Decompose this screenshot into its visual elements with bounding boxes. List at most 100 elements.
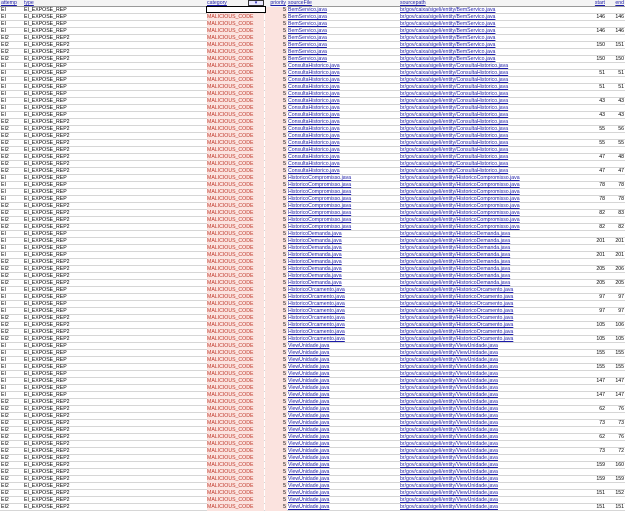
sourcefile-link[interactable]: ViewUnidade.java (288, 378, 330, 384)
category-filter-input[interactable] (206, 6, 266, 13)
column-header-end[interactable]: end (615, 0, 624, 6)
sourcepath-link[interactable]: br/gov/caixa/sigeli/entity/HistoricoOrca… (400, 315, 514, 321)
sourcefile-link[interactable]: ConsultaHistorico.java (288, 147, 340, 153)
sourcefile-link[interactable]: ViewUnidade.java (288, 490, 330, 496)
sourcepath-link[interactable]: br/gov/caixa/sigeli/entity/HistoricoOrca… (400, 294, 514, 300)
sourcefile-link[interactable]: ViewUnidade.java (288, 371, 330, 377)
sourcepath-link[interactable]: br/gov/caixa/sigeli/entity/ViewUnidade.j… (400, 476, 498, 482)
sourcepath-link[interactable]: br/gov/caixa/sigeli/entity/HistoricoComp… (400, 175, 520, 181)
sourcefile-link[interactable]: HistoricoOrcamento.java (288, 287, 345, 293)
sourcefile-link[interactable]: HistoricoOrcamento.java (288, 294, 345, 300)
sourcepath-link[interactable]: br/gov/caixa/sigeli/entity/ConsultaHisto… (400, 140, 509, 146)
sourcefile-link[interactable]: ViewUnidade.java (288, 343, 330, 349)
sourcepath-link[interactable]: br/gov/caixa/sigeli/entity/ViewUnidade.j… (400, 385, 498, 391)
sourcefile-link[interactable]: ViewUnidade.java (288, 483, 330, 489)
sourcepath-link[interactable]: br/gov/caixa/sigeli/entity/ViewUnidade.j… (400, 455, 498, 461)
sourcepath-link[interactable]: br/gov/caixa/sigeli/entity/HistoricoDema… (400, 238, 511, 244)
sourcefile-link[interactable]: ViewUnidade.java (288, 441, 330, 447)
sourcepath-link[interactable]: br/gov/caixa/sigeli/entity/ViewUnidade.j… (400, 497, 498, 503)
sourcefile-link[interactable]: BemServico.java (288, 21, 327, 27)
sourcepath-link[interactable]: br/gov/caixa/sigeli/entity/HistoricoComp… (400, 189, 520, 195)
sourcefile-link[interactable]: ViewUnidade.java (288, 504, 330, 510)
sourcepath-link[interactable]: br/gov/caixa/sigeli/entity/BemServico.ja… (400, 42, 496, 48)
sourcefile-link[interactable]: ViewUnidade.java (288, 399, 330, 405)
column-header-type[interactable]: type (24, 0, 34, 6)
sourcefile-link[interactable]: ViewUnidade.java (288, 476, 330, 482)
sourcepath-link[interactable]: br/gov/caixa/sigeli/entity/ViewUnidade.j… (400, 462, 498, 468)
sourcepath-link[interactable]: br/gov/caixa/sigeli/entity/HistoricoOrca… (400, 287, 514, 293)
sourcepath-link[interactable]: br/gov/caixa/sigeli/entity/HistoricoOrca… (400, 308, 514, 314)
sourcepath-link[interactable]: br/gov/caixa/sigeli/entity/HistoricoDema… (400, 280, 511, 286)
sourcepath-link[interactable]: br/gov/caixa/sigeli/entity/HistoricoDema… (400, 231, 511, 237)
column-header-priority[interactable]: priority (265, 0, 287, 7)
sourcepath-link[interactable]: br/gov/caixa/sigeli/entity/HistoricoOrca… (400, 329, 514, 335)
sourcepath-link[interactable]: br/gov/caixa/sigeli/entity/HistoricoOrca… (400, 336, 514, 342)
sourcefile-link[interactable]: ConsultaHistorico.java (288, 91, 340, 97)
sourcefile-link[interactable]: HistoricoCompromisso.java (288, 196, 352, 202)
sourcepath-link[interactable]: br/gov/caixa/sigeli/entity/BemServico.ja… (400, 7, 496, 13)
sourcepath-link[interactable]: br/gov/caixa/sigeli/entity/ConsultaHisto… (400, 133, 509, 139)
sourcefile-link[interactable]: ViewUnidade.java (288, 455, 330, 461)
column-header-category[interactable]: category (207, 0, 264, 7)
sourcefile-link[interactable]: HistoricoDemanda.java (288, 245, 342, 251)
sourcepath-link[interactable]: br/gov/caixa/sigeli/entity/ConsultaHisto… (400, 126, 509, 132)
sourcepath-link[interactable]: br/gov/caixa/sigeli/entity/HistoricoDema… (400, 245, 511, 251)
sourcefile-link[interactable]: BemServico.java (288, 42, 327, 48)
sourcefile-link[interactable]: ConsultaHistorico.java (288, 84, 340, 90)
sourcepath-link[interactable]: br/gov/caixa/sigeli/entity/HistoricoDema… (400, 273, 511, 279)
sourcepath-link[interactable]: br/gov/caixa/sigeli/entity/HistoricoDema… (400, 266, 511, 272)
column-header-attemp[interactable]: attemp (1, 0, 17, 6)
sourcepath-link[interactable]: br/gov/caixa/sigeli/entity/BemServico.ja… (400, 14, 496, 20)
sourcepath-link[interactable]: br/gov/caixa/sigeli/entity/ConsultaHisto… (400, 119, 509, 125)
sourcefile-link[interactable]: HistoricoCompromisso.java (288, 203, 352, 209)
sourcefile-link[interactable]: ViewUnidade.java (288, 392, 330, 398)
sourcefile-link[interactable]: ViewUnidade.java (288, 357, 330, 363)
sourcepath-link[interactable]: br/gov/caixa/sigeli/entity/HistoricoComp… (400, 210, 520, 216)
sourcefile-link[interactable]: ConsultaHistorico.java (288, 119, 340, 125)
sourcepath-link[interactable]: br/gov/caixa/sigeli/entity/ViewUnidade.j… (400, 413, 498, 419)
sourcepath-link[interactable]: br/gov/caixa/sigeli/entity/BemServico.ja… (400, 49, 496, 55)
column-header-sourcefile[interactable]: sourceFile (288, 0, 312, 6)
sourcefile-link[interactable]: HistoricoDemanda.java (288, 280, 342, 286)
sourcefile-link[interactable]: ConsultaHistorico.java (288, 105, 340, 111)
sourcefile-link[interactable]: BemServico.java (288, 14, 327, 20)
sourcepath-link[interactable]: br/gov/caixa/sigeli/entity/BemServico.ja… (400, 28, 496, 34)
sourcefile-link[interactable]: ConsultaHistorico.java (288, 168, 340, 174)
sourcepath-link[interactable]: br/gov/caixa/sigeli/entity/ViewUnidade.j… (400, 399, 498, 405)
sourcepath-link[interactable]: br/gov/caixa/sigeli/entity/ConsultaHisto… (400, 70, 509, 76)
sourcefile-link[interactable]: HistoricoDemanda.java (288, 252, 342, 258)
sourcepath-link[interactable]: br/gov/caixa/sigeli/entity/HistoricoDema… (400, 259, 511, 265)
sourcepath-link[interactable]: br/gov/caixa/sigeli/entity/ViewUnidade.j… (400, 343, 498, 349)
sourcefile-link[interactable]: ConsultaHistorico.java (288, 126, 340, 132)
sourcefile-link[interactable]: ViewUnidade.java (288, 469, 330, 475)
sourcepath-link[interactable]: br/gov/caixa/sigeli/entity/HistoricoComp… (400, 203, 520, 209)
sourcefile-link[interactable]: ConsultaHistorico.java (288, 133, 340, 139)
sourcepath-link[interactable]: br/gov/caixa/sigeli/entity/ConsultaHisto… (400, 105, 509, 111)
sourcefile-link[interactable]: ConsultaHistorico.java (288, 77, 340, 83)
sourcefile-link[interactable]: HistoricoOrcamento.java (288, 336, 345, 342)
sourcepath-link[interactable]: br/gov/caixa/sigeli/entity/ViewUnidade.j… (400, 350, 498, 356)
sourcepath-link[interactable]: br/gov/caixa/sigeli/entity/ConsultaHisto… (400, 147, 509, 153)
sourcefile-link[interactable]: ViewUnidade.java (288, 462, 330, 468)
sourcepath-link[interactable]: br/gov/caixa/sigeli/entity/ViewUnidade.j… (400, 392, 498, 398)
sourcepath-link[interactable]: br/gov/caixa/sigeli/entity/HistoricoDema… (400, 252, 511, 258)
sourcefile-link[interactable]: HistoricoCompromisso.java (288, 210, 352, 216)
sourcepath-link[interactable]: br/gov/caixa/sigeli/entity/ConsultaHisto… (400, 91, 509, 97)
sourcepath-link[interactable]: br/gov/caixa/sigeli/entity/ViewUnidade.j… (400, 490, 498, 496)
sourcefile-link[interactable]: ViewUnidade.java (288, 434, 330, 440)
sourcefile-link[interactable]: BemServico.java (288, 35, 327, 41)
sourcefile-link[interactable]: HistoricoOrcamento.java (288, 329, 345, 335)
sourcepath-link[interactable]: br/gov/caixa/sigeli/entity/ViewUnidade.j… (400, 483, 498, 489)
sourcefile-link[interactable]: BemServico.java (288, 49, 327, 55)
sourcepath-link[interactable]: br/gov/caixa/sigeli/entity/ConsultaHisto… (400, 77, 509, 83)
sourcefile-link[interactable]: BemServico.java (288, 56, 327, 62)
sourcepath-link[interactable]: br/gov/caixa/sigeli/entity/ViewUnidade.j… (400, 469, 498, 475)
sourcepath-link[interactable]: br/gov/caixa/sigeli/entity/HistoricoComp… (400, 217, 520, 223)
sourcepath-link[interactable]: br/gov/caixa/sigeli/entity/ViewUnidade.j… (400, 420, 498, 426)
sourcepath-link[interactable]: br/gov/caixa/sigeli/entity/ViewUnidade.j… (400, 504, 498, 510)
sourcefile-link[interactable]: HistoricoCompromisso.java (288, 224, 352, 230)
sourcefile-link[interactable]: ConsultaHistorico.java (288, 154, 340, 160)
sourcefile-link[interactable]: HistoricoCompromisso.java (288, 217, 352, 223)
sourcefile-link[interactable]: HistoricoOrcamento.java (288, 301, 345, 307)
sourcefile-link[interactable]: ConsultaHistorico.java (288, 70, 340, 76)
